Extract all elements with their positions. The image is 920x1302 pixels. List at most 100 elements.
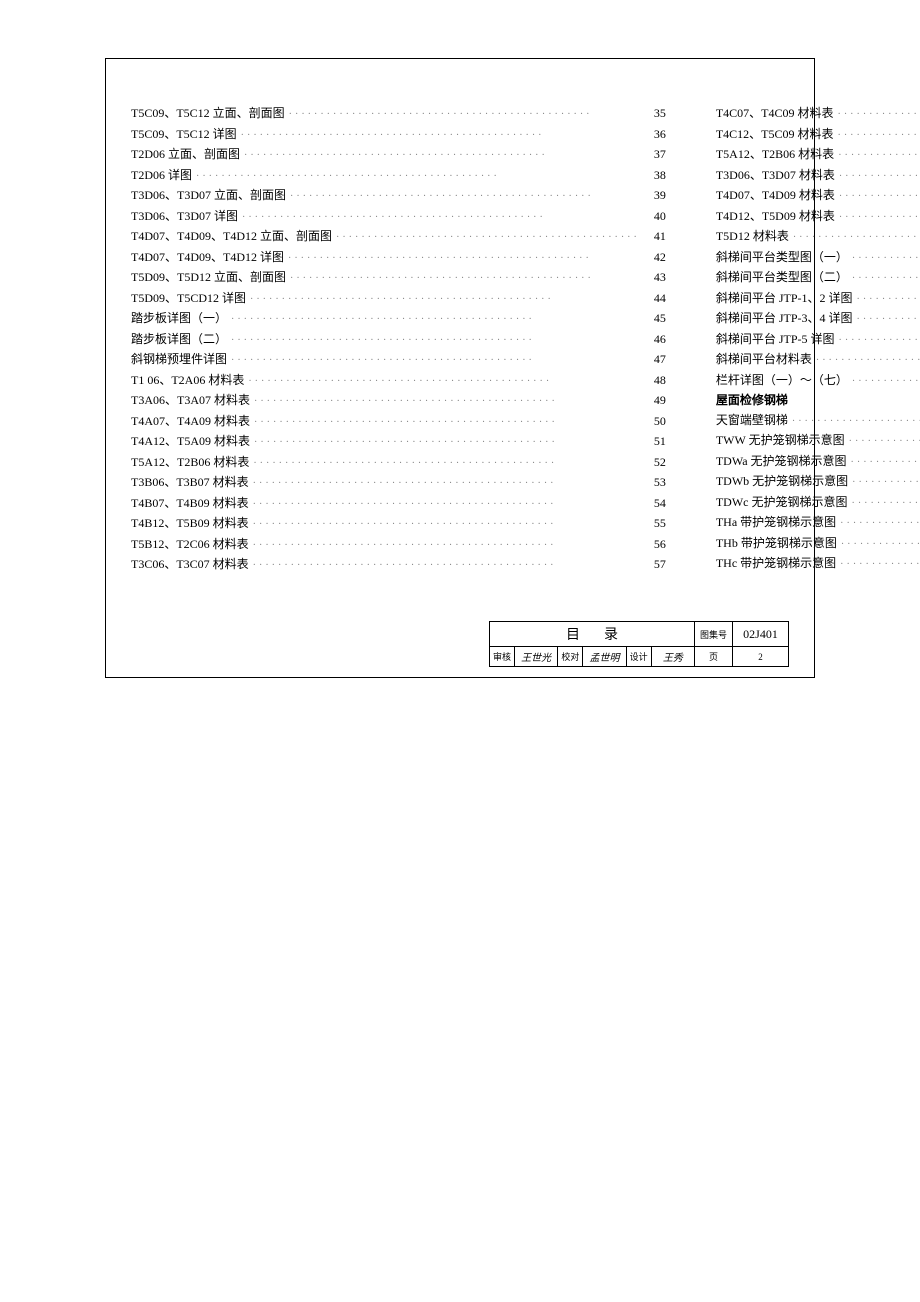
toc-label: T4C12、T5C09 材料表 [716, 125, 834, 145]
toc-line: TWW 无护笼钢梯示意图····························… [716, 431, 920, 452]
toc-label: T3D06、T3D07 立面、剖面图 [131, 186, 286, 206]
toc-dots: ········································… [237, 126, 644, 146]
toc-dots: ········································… [246, 290, 644, 310]
toc-dots: ········································… [250, 392, 644, 412]
toc-dots: ········································… [834, 146, 920, 166]
toc-dots: ········································… [332, 228, 644, 248]
toc-page: 57 [644, 555, 666, 575]
toc-label: 踏步板详图（一） [131, 309, 227, 329]
toc-line: T5D12 材料表·······························… [716, 227, 920, 248]
toc-line: 踏步板详图（一）································… [131, 309, 666, 330]
toc-line: T3D06、T3D07 立面、剖面图······················… [131, 186, 666, 207]
toc-dots: ········································… [240, 146, 644, 166]
toc-line: T3D06、T3D07 材料表·························… [716, 166, 920, 187]
toc-line: T3C06、T3C07 材料表·························… [131, 555, 666, 576]
toc-label: 斜梯间平台材料表 [716, 350, 812, 370]
review-label: 审核 [490, 647, 515, 666]
toc-label: T4C07、T4C09 材料表 [716, 104, 834, 124]
toc-dots: ········································… [837, 535, 920, 555]
toc-dots: ········································… [848, 473, 920, 493]
toc-dots: ········································… [848, 372, 920, 392]
toc-dots: ········································… [227, 351, 644, 371]
toc-line: 斜梯间平台 JTP-3、4 详图························… [716, 309, 920, 330]
toc-label: 栏杆详图（一）～（七） [716, 371, 848, 391]
toc-line: T3B06、T3B07 材料表·························… [131, 473, 666, 494]
toc-dots: ········································… [847, 453, 920, 473]
toc-line: THc 带护笼钢梯示意图····························… [716, 554, 920, 575]
toc-dots: ········································… [249, 495, 644, 515]
toc-label: T3D06、T3D07 材料表 [716, 166, 835, 186]
toc-dots: ········································… [249, 556, 644, 576]
toc-label: T4D07、T4D09 材料表 [716, 186, 835, 206]
toc-page: 46 [644, 330, 666, 350]
toc-dots: ········································… [835, 187, 920, 207]
toc-label: TDWc 无护笼钢梯示意图 [716, 493, 848, 513]
toc-page: 48 [644, 371, 666, 391]
toc-dots: ········································… [249, 474, 644, 494]
toc-line: T5C09、T5C12 立面、剖面图······················… [131, 104, 666, 125]
footer-block: 目录 图集号 02J401 审核 王世光 校对 孟世明 设计 王秀 页 2 [489, 621, 789, 667]
toc-line: T4A07、T4A09 材料表·························… [131, 412, 666, 433]
toc-label: TDWa 无护笼钢梯示意图 [716, 452, 847, 472]
page-frame: T5C09、T5C12 立面、剖面图······················… [105, 58, 815, 678]
toc-line: T3A06、T3A07 材料表·························… [131, 391, 666, 412]
toc-dots: ········································… [286, 187, 644, 207]
toc-label: T5B12、T2C06 材料表 [131, 535, 249, 555]
toc-line: THb 带护笼钢梯示意图····························… [716, 534, 920, 555]
toc-page: 47 [644, 350, 666, 370]
toc-page: 43 [644, 268, 666, 288]
toc-dots: ········································… [238, 208, 644, 228]
toc-line: TDWa 无护笼钢梯示意图···························… [716, 452, 920, 473]
toc-label: TDWb 无护笼钢梯示意图 [716, 472, 848, 492]
toc-line: T5A12、T2B06 材料表·························… [131, 453, 666, 474]
toc-page: 50 [644, 412, 666, 432]
toc-label: 斜梯间平台 JTP-3、4 详图 [716, 309, 853, 329]
toc-line: T5B12、T2C06 材料表·························… [131, 535, 666, 556]
toc-dots: ········································… [834, 126, 920, 146]
toc-label: T4B12、T5B09 材料表 [131, 514, 249, 534]
section-header: 屋面检修钢梯 [716, 391, 920, 411]
toc-dots: ········································… [848, 269, 920, 289]
toc-line: T2D06 立面、剖面图····························… [131, 145, 666, 166]
toc-dots: ········································… [192, 167, 644, 187]
toc-label: T5D09、T5CD12 详图 [131, 289, 246, 309]
toc-dots: ········································… [250, 433, 644, 453]
toc-label: 斜梯间平台类型图（二） [716, 268, 848, 288]
toc-dots: ········································… [284, 249, 644, 269]
toc-page: 42 [644, 248, 666, 268]
toc-page: 41 [644, 227, 666, 247]
proof-value: 孟世明 [583, 647, 626, 666]
page-value: 2 [733, 647, 788, 666]
toc-page: 54 [644, 494, 666, 514]
toc-line: 斜梯间平台类型图（二）·····························… [716, 268, 920, 289]
toc-dots: ········································… [789, 228, 920, 248]
toc-dots: ········································… [227, 310, 644, 330]
toc-page: 38 [644, 166, 666, 186]
toc-dots: ········································… [249, 536, 644, 556]
toc-label: T3A06、T3A07 材料表 [131, 391, 250, 411]
design-value: 王秀 [652, 647, 695, 666]
toc-line: T5D09、T5CD12 详图·························… [131, 289, 666, 310]
toc-label: T3B06、T3B07 材料表 [131, 473, 249, 493]
toc-dots: ········································… [848, 249, 920, 269]
toc-dots: ········································… [835, 331, 920, 351]
toc-page: 45 [644, 309, 666, 329]
toc-label: T5D12 材料表 [716, 227, 789, 247]
toc-line: 踏步板详图（二）································… [131, 330, 666, 351]
footer-code-value: 02J401 [733, 622, 788, 646]
toc-line: 斜梯间平台 JTP-5 详图··························… [716, 330, 920, 351]
toc-label: 踏步板详图（二） [131, 330, 227, 350]
toc-line: 栏杆详图（一）～（七）·····························… [716, 371, 920, 392]
toc-line: TDWc 无护笼钢梯示意图···························… [716, 493, 920, 514]
toc-dots: ········································… [853, 310, 920, 330]
toc-page: 37 [644, 145, 666, 165]
toc-label: T2D06 立面、剖面图 [131, 145, 240, 165]
page-label: 页 [695, 647, 733, 666]
toc-label: T4B07、T4B09 材料表 [131, 494, 249, 514]
toc-line: THa 带护笼钢梯示意图····························… [716, 513, 920, 534]
toc-label: T3C06、T3C07 材料表 [131, 555, 249, 575]
toc-line: T4A12、T5A09 材料表·························… [131, 432, 666, 453]
toc-page: 52 [644, 453, 666, 473]
toc-label: T3D06、T3D07 详图 [131, 207, 238, 227]
toc-line: TDWb 无护笼钢梯示意图···························… [716, 472, 920, 493]
